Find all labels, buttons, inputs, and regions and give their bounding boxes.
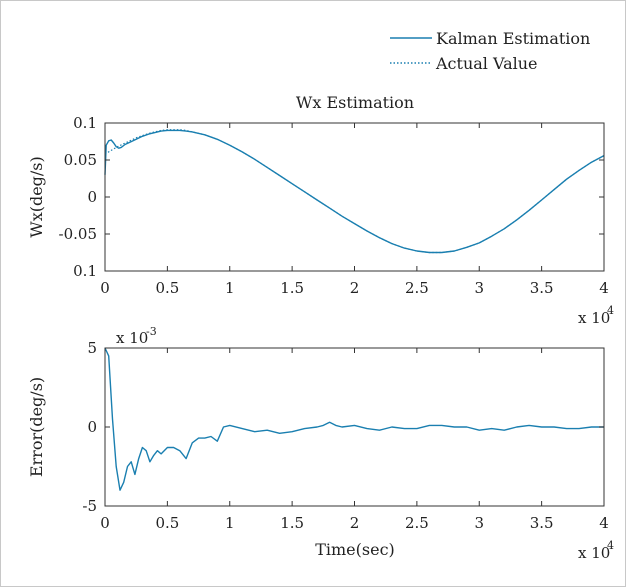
svg-text:-3: -3: [146, 325, 157, 338]
series-line-actual-value: [104, 129, 605, 254]
x-tick-label: 3: [474, 514, 484, 532]
svg-text:x 10: x 10: [578, 544, 610, 562]
x-axis-label: Time(sec): [315, 540, 395, 559]
y-tick-label: 0.05: [64, 151, 97, 169]
svg-text:4: 4: [607, 539, 614, 552]
series-group: [104, 129, 605, 254]
svg-text:x 10: x 10: [578, 309, 610, 327]
x-tick-label: 2: [350, 514, 360, 532]
x-tick-label: 1: [225, 279, 235, 297]
y-tick-label: -0.05: [59, 225, 97, 243]
x-tick-label: 0: [100, 514, 110, 532]
tick-group: 0 0.5 1 1.5 2 2.5 3 3.5 450-5: [82, 339, 608, 532]
tick-group: 0 0.5 1 1.5 2 2.5 3 3.5 4 0.1 0.05 0 -0.05 0.1: [59, 114, 609, 297]
y-tick-label: -5: [82, 497, 97, 515]
y-tick-label: 0: [87, 418, 97, 436]
x-tick-label: 0.5: [155, 514, 179, 532]
legend-label-actual: Actual Value: [435, 54, 538, 73]
x-tick-label: 1.5: [280, 514, 304, 532]
chart-title: Wx Estimation: [296, 93, 414, 112]
y-tick-label: 0.1: [73, 114, 97, 132]
x-tick-label: 2.5: [405, 514, 429, 532]
x-tick-label: 2: [350, 279, 360, 297]
plot-area-frame: [104, 122, 605, 272]
x-tick-label: 1: [225, 514, 235, 532]
plot-area-frame: [104, 347, 605, 507]
x-tick-label: 0: [100, 279, 110, 297]
legend: Kalman Estimation Actual Value: [390, 29, 590, 73]
x-tick-label: 2.5: [405, 279, 429, 297]
series-line-kalman-estimation: [104, 129, 605, 254]
svg-text:4: 4: [607, 304, 614, 317]
x-tick-label: 3.5: [530, 279, 554, 297]
y-axis-label: Error(deg/s): [27, 377, 46, 477]
x-tick-label: 3: [474, 279, 484, 297]
legend-label-kalman: Kalman Estimation: [436, 29, 590, 48]
y-tick-label: 0: [87, 188, 97, 206]
chart-error: 0 0.5 1 1.5 2 2.5 3 3.5 450-5 x 10 -3 Error(deg/…: [27, 325, 614, 562]
y-axis-label: Wx(deg/s): [27, 156, 46, 238]
series-group: [104, 347, 604, 491]
x-tick-label: 4: [599, 514, 609, 532]
y-tick-label: 0.1: [73, 262, 97, 280]
svg-text:x 10: x 10: [116, 329, 148, 347]
y-exponent-label: x 10 -3: [116, 325, 157, 347]
x-exponent-label: x 10 4: [578, 539, 614, 562]
x-tick-label: 4: [599, 279, 609, 297]
x-exponent-label: x 10 4: [578, 304, 614, 327]
chart-wx-estimation: Wx Estimation 0 0.5 1 1.5 2 2.5 3 3.5 4 0.1 0.05 0 -…: [27, 93, 614, 327]
series-line-error: [104, 347, 604, 491]
x-tick-label: 1.5: [280, 279, 304, 297]
x-tick-label: 0.5: [155, 279, 179, 297]
y-tick-label: 5: [87, 339, 97, 357]
x-tick-label: 3.5: [530, 514, 554, 532]
